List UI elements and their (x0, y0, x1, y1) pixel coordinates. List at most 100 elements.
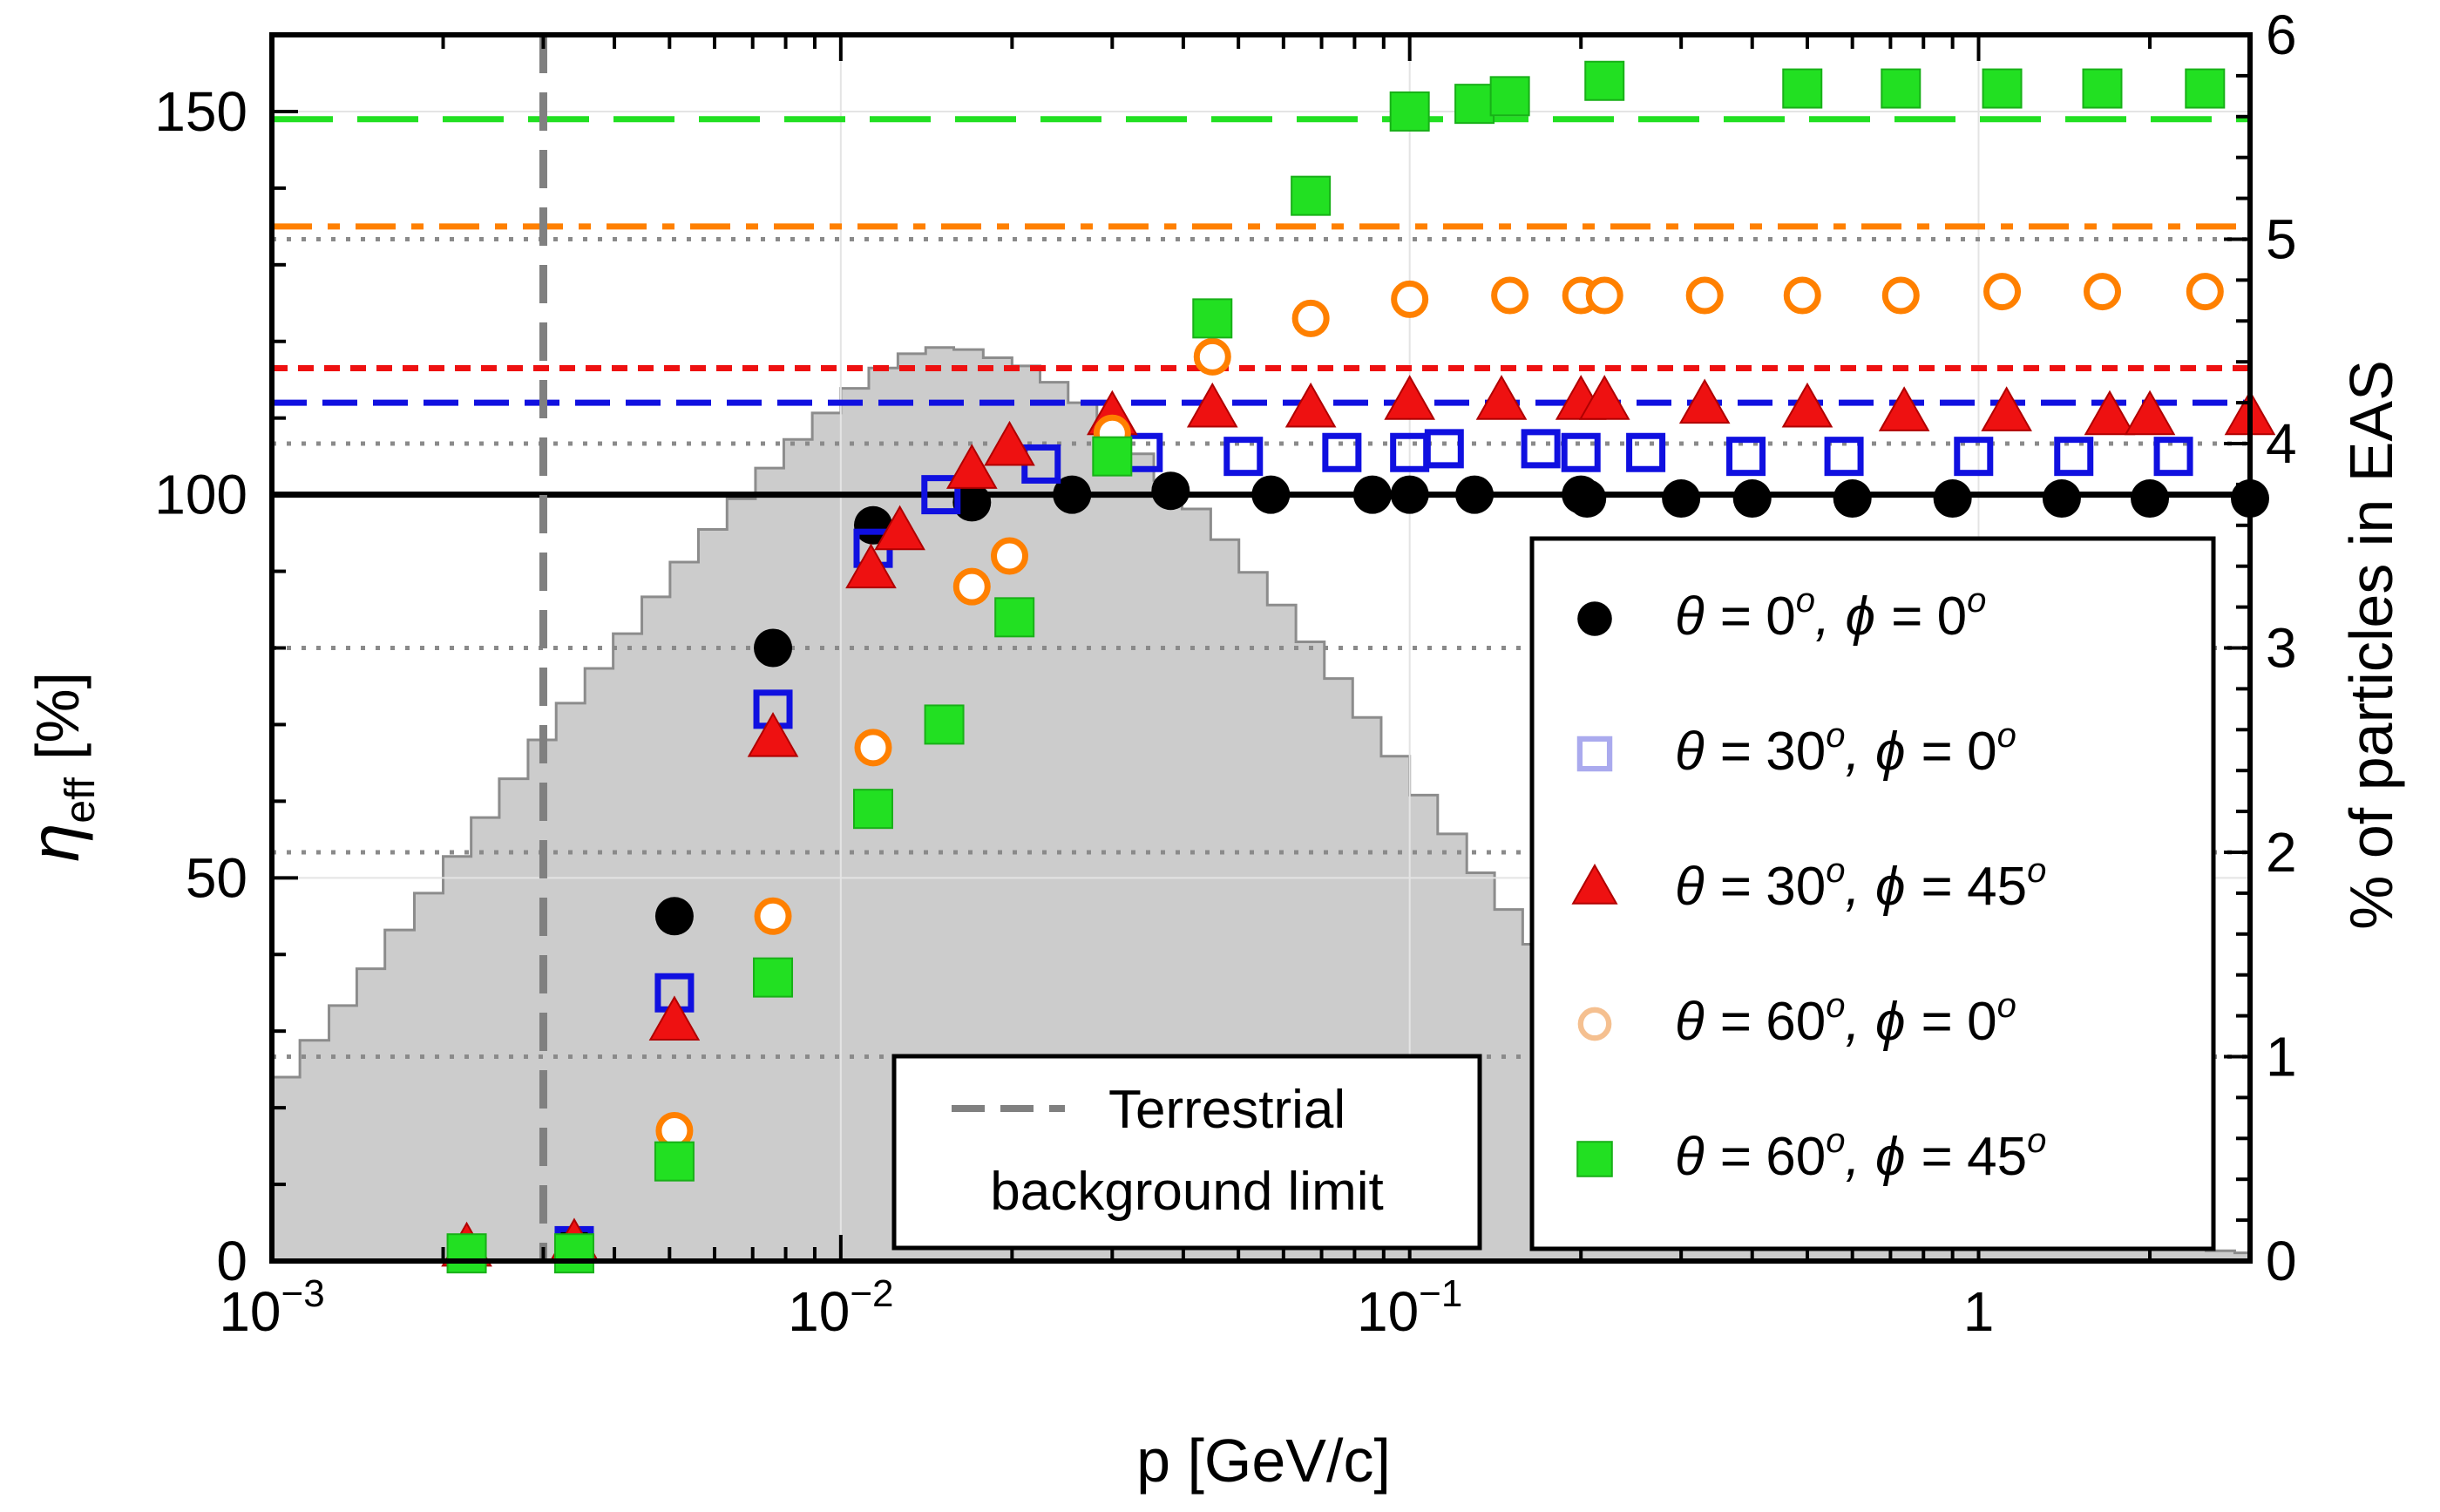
point-s2-12 (1521, 429, 1561, 469)
point-s3-4 (845, 543, 897, 589)
y2-tick-label-1: 1 (2266, 1026, 2297, 1088)
point-s1-8 (1251, 475, 1291, 514)
point-s1-5 (952, 483, 992, 522)
point-s3-15 (1678, 378, 1731, 424)
point-s4-1 (754, 897, 792, 935)
y2-tick-label-4: 4 (2266, 412, 2297, 475)
y-axis-title: ηeff [%] (16, 672, 104, 862)
point-s1-17 (1933, 479, 1972, 519)
point-s4-3 (952, 567, 991, 606)
point-s2-9 (1322, 432, 1362, 472)
point-s4-9 (1491, 276, 1529, 315)
point-s1-10 (1390, 475, 1429, 514)
point-s1-19 (2131, 479, 2170, 519)
point-s4-11 (1585, 276, 1623, 315)
series-legend: θ = 0o, ϕ = 0o θ = 30o, ϕ = 0o θ = 30o, … (1529, 536, 2216, 1251)
point-s3-10 (1284, 382, 1337, 428)
y-tick-label-0: 0 (216, 1230, 247, 1292)
point-s4-8 (1391, 280, 1429, 318)
point-s4-14 (1881, 276, 1920, 315)
point-s5-3 (753, 957, 794, 998)
point-s3-14 (1578, 375, 1630, 420)
y-tick-label-2: 100 (154, 464, 247, 526)
legend-marker-s4 (1577, 1007, 1612, 1041)
point-s1-15 (1732, 479, 1772, 519)
point-s5-13 (1584, 60, 1625, 101)
point-s2-17 (1954, 437, 1994, 477)
x-axis-title: p [GeV/c] (1136, 1427, 1391, 1495)
series-legend-box (1529, 536, 2216, 1251)
point-s5-5 (924, 704, 965, 745)
point-s2-18 (2054, 437, 2094, 477)
point-s5-10 (1389, 91, 1430, 132)
point-s5-2 (654, 1141, 695, 1182)
point-s4-4 (991, 537, 1029, 575)
point-s5-16 (1982, 68, 2023, 109)
point-s3-20 (2124, 390, 2176, 436)
y-axis-title-unit: [%] (24, 672, 92, 760)
point-s5-11 (1454, 84, 1495, 125)
legend-entry-5: θ = 60o, ϕ = 45o (1675, 1122, 2046, 1187)
terrestrial-legend-line2: background limit (990, 1162, 1383, 1222)
point-s5-8 (1192, 298, 1233, 339)
y2-tick-label-2: 2 (2266, 821, 2297, 884)
point-s3-12 (1475, 375, 1528, 420)
point-s3-5 (874, 505, 925, 551)
point-s2-13 (1561, 432, 1601, 472)
y2-tick-label-3: 3 (2266, 617, 2297, 680)
y-tick-label-1: 50 (186, 846, 247, 909)
y2-tick-label-5: 5 (2266, 208, 2297, 271)
point-s1-13 (1568, 479, 1607, 519)
series-s3 (441, 375, 2276, 1267)
point-s5-15 (1881, 68, 1922, 109)
y2-tick-label-6: 6 (2266, 3, 2297, 66)
point-s4-16 (2083, 273, 2121, 311)
point-s1-11 (1455, 475, 1494, 514)
point-s4-17 (2186, 273, 2224, 311)
point-s4-2 (854, 729, 892, 767)
x-tick-label-0: 10−3 (219, 1272, 324, 1343)
point-s5-12 (1489, 76, 1530, 117)
x-tick-label-3: 1 (1963, 1280, 1995, 1343)
point-s3-18 (1981, 386, 2032, 431)
y-axis-title-main: η (16, 824, 93, 862)
point-s1-2 (654, 897, 694, 936)
x-tick-label-2: 10−1 (1357, 1272, 1462, 1343)
point-s4-12 (1685, 276, 1724, 315)
legend-marker-s3 (1571, 863, 1618, 905)
y2-axis-title: % of particles in EAS (2337, 360, 2405, 930)
x-tick-labels: 10−3 10−2 10−1 1 (219, 1272, 1994, 1343)
point-s1-14 (1662, 479, 1701, 519)
point-s3-11 (1384, 375, 1435, 420)
terrestrial-legend-line1: Terrestrial (1108, 1080, 1345, 1140)
point-s3-6 (946, 444, 998, 489)
y2-tick-labels: 0 1 2 3 4 5 6 (2266, 3, 2297, 1292)
point-s1-9 (1352, 475, 1392, 514)
point-s2-14 (1626, 432, 1666, 472)
point-s5-9 (1291, 175, 1332, 216)
point-s3-19 (2084, 390, 2136, 436)
series-legend-markers (1571, 601, 1618, 1177)
point-s3-16 (1781, 382, 1833, 428)
x-tick-label-1: 10−2 (788, 1272, 893, 1343)
point-s3-17 (1878, 386, 1930, 431)
point-s1-18 (2042, 479, 2081, 519)
point-s5-6 (994, 597, 1035, 638)
point-s5-0 (446, 1233, 487, 1274)
point-s5-18 (2185, 68, 2226, 109)
point-s5-14 (1782, 68, 1823, 109)
point-s5-7 (1092, 436, 1133, 477)
terrestrial-legend: Terrestrial background limit (891, 1054, 1482, 1251)
legend-entry-3: θ = 30o, ϕ = 45o (1675, 851, 2046, 917)
point-s3-7 (984, 420, 1035, 466)
y-tick-labels: 0 50 100 150 (154, 80, 247, 1292)
point-s2-8 (1223, 437, 1264, 477)
point-s4-13 (1783, 276, 1821, 315)
svg-text:% of particles in EAS: % of particles in EAS (2337, 360, 2405, 930)
legend-entry-2: θ = 30o, ϕ = 0o (1675, 716, 2016, 782)
point-s2-15 (1726, 437, 1766, 477)
legend-entry-1: θ = 0o, ϕ = 0o (1675, 581, 1986, 647)
legend-marker-s1 (1577, 601, 1612, 636)
point-s5-17 (2082, 68, 2123, 109)
